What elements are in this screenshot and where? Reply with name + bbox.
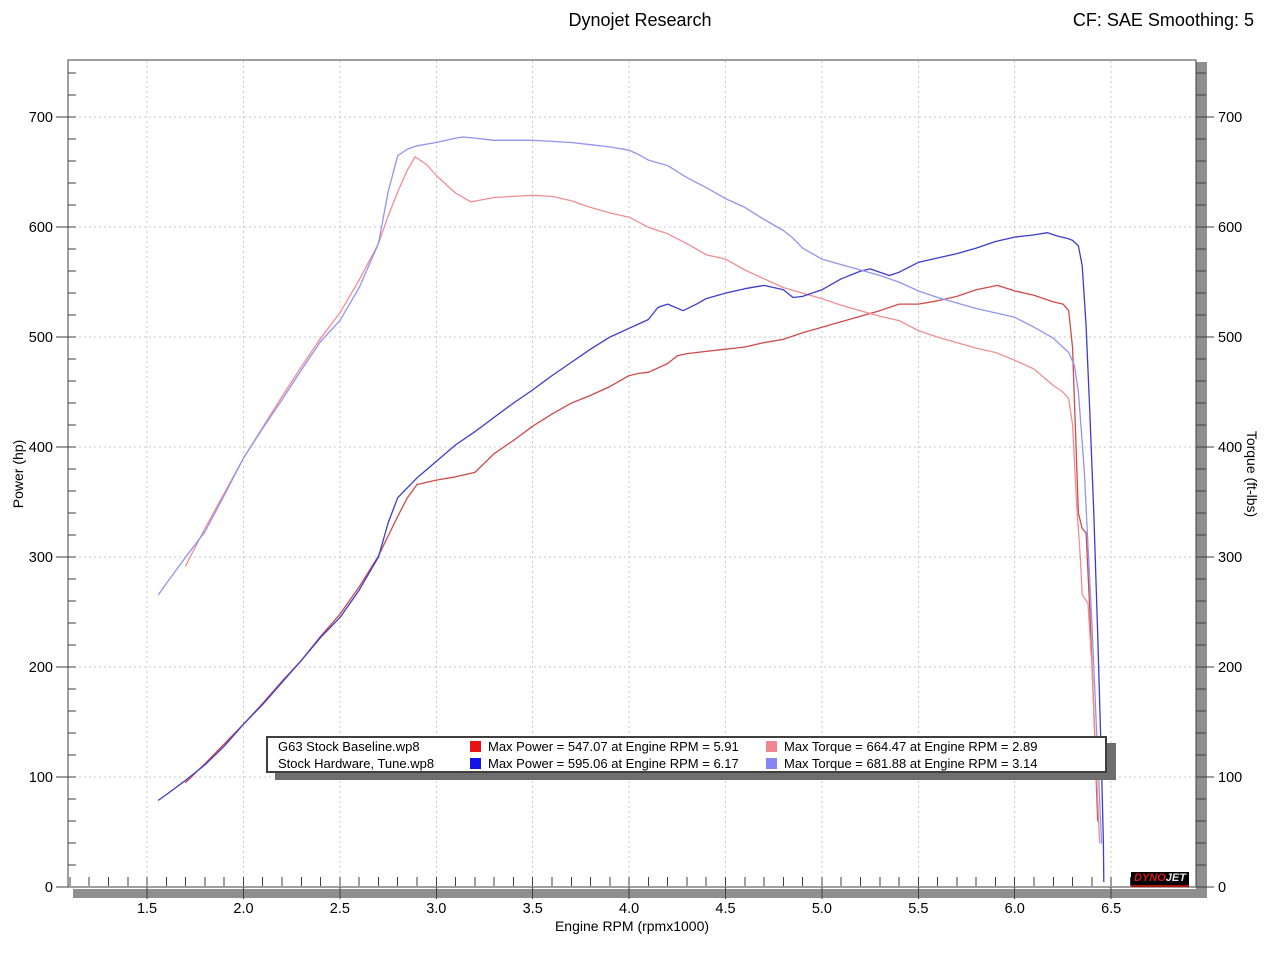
torque-color-swatch [766, 741, 777, 752]
power-color-swatch [470, 741, 481, 752]
y-tick-label-right: 100 [1218, 770, 1242, 786]
vertical-scrollbar[interactable] [1196, 62, 1207, 898]
y-tick-label-left: 700 [29, 110, 53, 126]
y-tick-label-right: 300 [1218, 550, 1242, 566]
x-tick-label: 3.5 [523, 901, 543, 917]
dynojet-logo-jet: JET [1165, 872, 1186, 884]
x-tick-label: 5.0 [812, 901, 832, 917]
x-axis-title: Engine RPM (rpmx1000) [554, 918, 710, 934]
dynojet-logo: DYNOJET [1131, 872, 1189, 887]
x-tick-label: 5.5 [908, 901, 928, 917]
x-tick-label: 4.5 [715, 901, 735, 917]
y-tick-label-left: 600 [29, 220, 53, 236]
horizontal-scrollbar[interactable] [73, 889, 1197, 898]
y-tick-label-left: 300 [29, 550, 53, 566]
y-tick-label-right: 400 [1218, 440, 1242, 456]
legend-run-name: G63 Stock Baseline.wp8 [278, 739, 420, 754]
correction-factor-label: CF: SAE Smoothing: 5 [1072, 10, 1254, 30]
power-color-swatch [470, 758, 481, 769]
y-tick-label-left: 100 [29, 770, 53, 786]
plot-border [67, 59, 1197, 888]
legend-row-tune: Stock Hardware, Tune.wp8 Max Power = 595… [268, 755, 1105, 772]
x-tick-label: 2.0 [233, 901, 253, 917]
series-line-2 [157, 232, 1105, 883]
series-line-1 [184, 156, 1101, 844]
left-axis-title: Power (hp) [10, 439, 26, 509]
legend-max-power: Max Power = 595.06 at Engine RPM = 6.17 [488, 756, 739, 771]
legend-run-name: Stock Hardware, Tune.wp8 [278, 756, 435, 771]
x-tick-label: 1.5 [137, 901, 157, 917]
legend-box: G63 Stock Baseline.wp8 Max Power = 547.0… [266, 736, 1107, 773]
right-axis-title: Torque (ft-lbs) [1244, 430, 1260, 518]
y-tick-label-right: 0 [1218, 880, 1226, 896]
y-tick-label-left: 0 [45, 880, 53, 896]
dynojet-logo-dyno: DYNO [1134, 872, 1166, 884]
y-tick-label-right: 700 [1218, 110, 1242, 126]
x-tick-label: 6.0 [1005, 901, 1025, 917]
x-tick-label: 6.5 [1101, 901, 1121, 917]
legend-max-torque: Max Torque = 681.88 at Engine RPM = 3.14 [784, 756, 1038, 771]
x-tick-label: 2.5 [330, 901, 350, 917]
legend-row-baseline: G63 Stock Baseline.wp8 Max Power = 547.0… [268, 738, 1105, 755]
x-tick-label: 4.0 [619, 901, 639, 917]
x-tick-label: 3.0 [426, 901, 446, 917]
y-tick-label-left: 500 [29, 330, 53, 346]
legend-max-torque: Max Torque = 664.47 at Engine RPM = 2.89 [784, 739, 1038, 754]
series-line-0 [184, 284, 1099, 822]
y-tick-label-right: 200 [1218, 660, 1242, 676]
torque-color-swatch [766, 758, 777, 769]
series-line-3 [157, 136, 1103, 844]
y-tick-label-right: 500 [1218, 330, 1242, 346]
y-tick-label-left: 200 [29, 660, 53, 676]
legend-max-power: Max Power = 547.07 at Engine RPM = 5.91 [488, 739, 739, 754]
y-tick-label-left: 400 [29, 440, 53, 456]
page-title: Dynojet Research [568, 10, 712, 30]
y-tick-label-right: 600 [1218, 220, 1242, 236]
